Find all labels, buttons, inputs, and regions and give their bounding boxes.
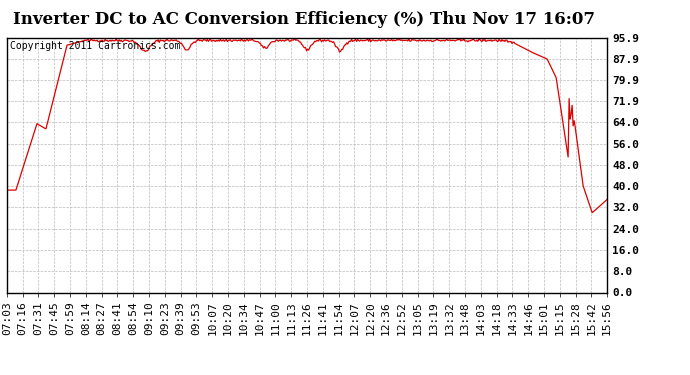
Text: Inverter DC to AC Conversion Efficiency (%) Thu Nov 17 16:07: Inverter DC to AC Conversion Efficiency … [12,11,595,28]
Text: Copyright 2011 Cartronics.com: Copyright 2011 Cartronics.com [10,41,180,51]
